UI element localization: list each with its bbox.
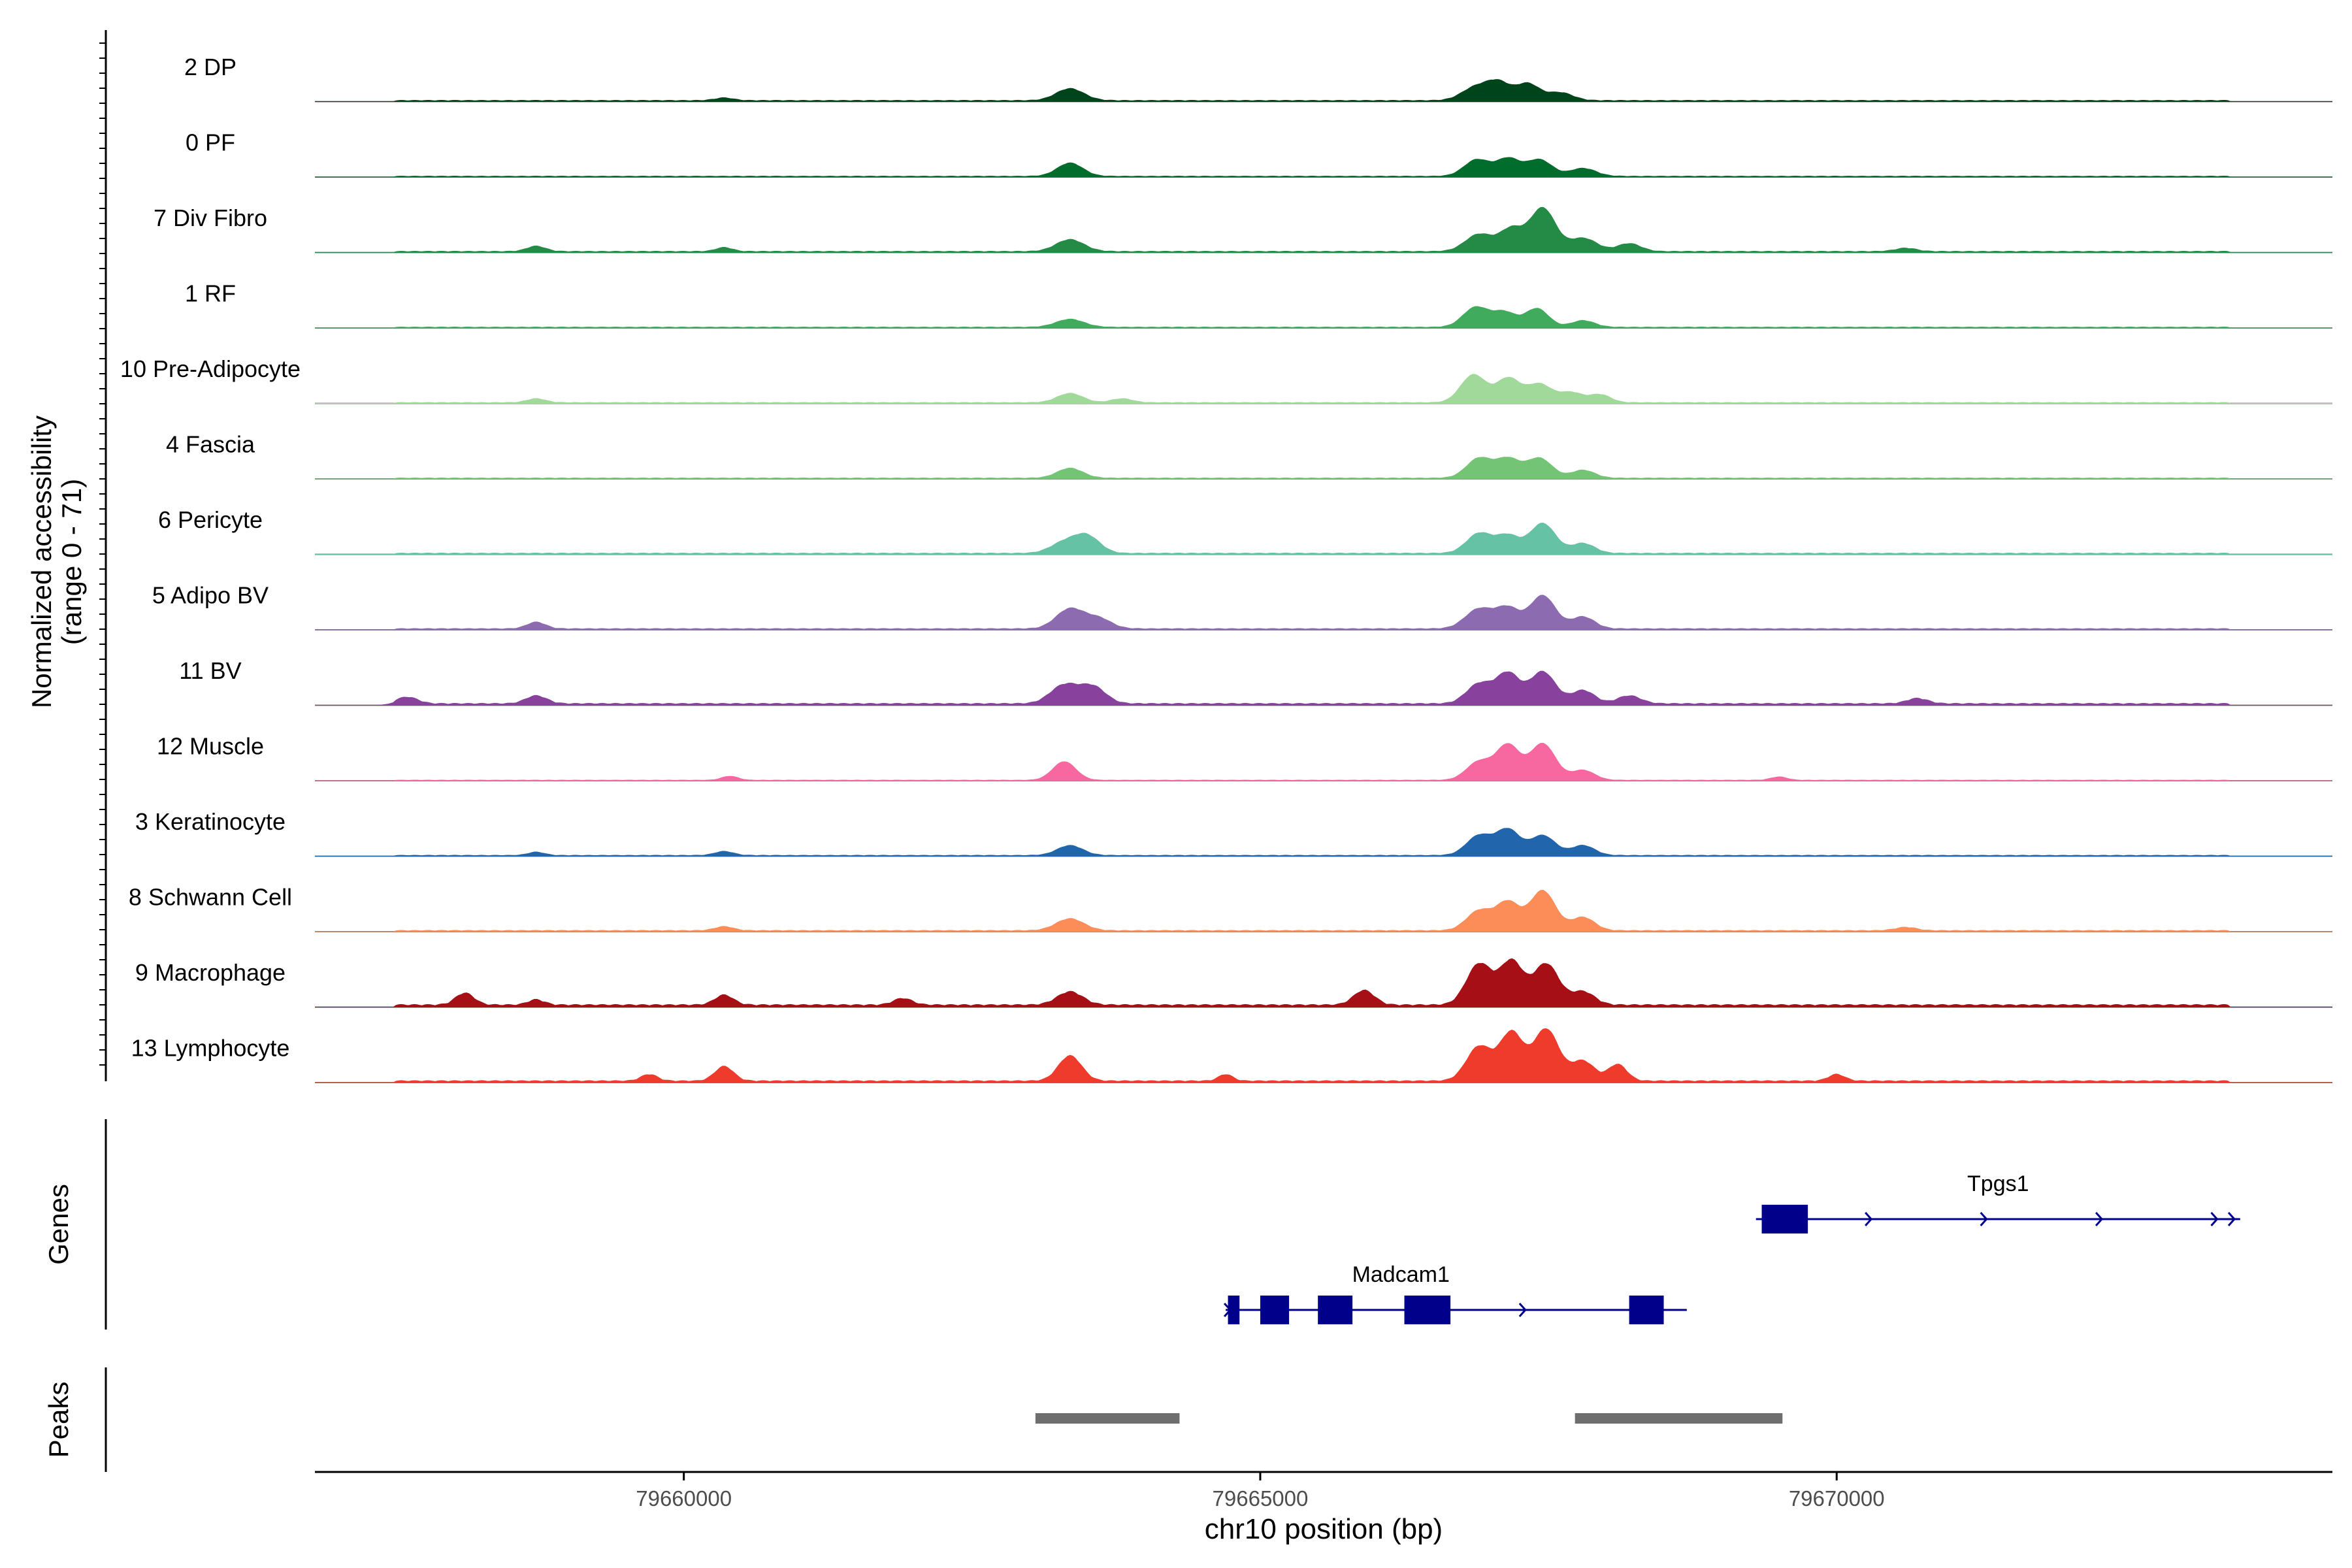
track-label: 5 Adipo BV: [152, 582, 269, 609]
track-label: 2 DP: [184, 54, 237, 80]
track-label: 12 Muscle: [157, 733, 264, 760]
coverage-area: [315, 79, 2332, 102]
x-tick-label: 79665000: [1213, 1486, 1309, 1511]
track-label: 10 Pre-Adipocyte: [120, 355, 301, 382]
gene-strand-arrow: [1518, 1302, 1527, 1318]
track-label: 3 Keratinocyte: [135, 808, 286, 835]
coverage-area: [315, 958, 2332, 1007]
x-tick-label: 79660000: [636, 1486, 732, 1511]
track-label: 11 BV: [179, 657, 241, 684]
x-axis-label: chr10 position (bp): [1205, 1513, 1443, 1545]
gene-name: Madcam1: [1352, 1262, 1450, 1287]
coverage-area: [315, 742, 2332, 781]
gene-strand-arrow: [1980, 1211, 1988, 1227]
track-label: 7 Div Fibro: [154, 204, 267, 231]
coverage-area: [315, 889, 2332, 932]
gene-name: Tpgs1: [1967, 1171, 2029, 1196]
coverage-area: [315, 157, 2332, 178]
gene-strand-arrow: [2210, 1211, 2219, 1227]
genes-track-label: Genes: [43, 1184, 74, 1265]
track-label: 9 Macrophage: [135, 959, 286, 986]
track-label: 4 Fascia: [166, 431, 255, 458]
x-tick-label: 79670000: [1789, 1486, 1885, 1511]
coverage-area: [315, 374, 2332, 404]
gene-strand-arrow: [2227, 1211, 2236, 1227]
coverage-area: [315, 457, 2332, 480]
coverage-area: [315, 306, 2332, 329]
coverage-area: [315, 206, 2332, 253]
gene-exon: [1629, 1296, 1664, 1324]
coverage-area: [315, 670, 2332, 706]
y-axis-range-label: (range 0 - 71): [56, 479, 87, 645]
track-label: 0 PF: [186, 129, 235, 156]
peak-region: [1035, 1413, 1180, 1424]
gene-strand-arrow: [1223, 1302, 1232, 1318]
gene-exon: [1761, 1205, 1808, 1233]
gene-exon: [1260, 1296, 1290, 1324]
gene-exon: [1404, 1296, 1451, 1324]
peaks-track-label: Peaks: [43, 1382, 74, 1458]
track-label: 6 Pericyte: [158, 506, 263, 533]
gene-strand-arrow: [2095, 1211, 2104, 1227]
coverage-area: [315, 1028, 2332, 1083]
coverage-area: [315, 828, 2332, 857]
gene-exon: [1318, 1296, 1353, 1324]
coverage-area: [315, 522, 2332, 555]
track-label: 13 Lymphocyte: [131, 1035, 290, 1062]
peak-region: [1575, 1413, 1783, 1424]
track-label: 1 RF: [185, 280, 236, 307]
gene-strand-arrow: [1865, 1211, 1873, 1227]
gene-exon: [1228, 1296, 1240, 1324]
track-label: 8 Schwann Cell: [129, 884, 292, 911]
coverage-area: [315, 595, 2332, 630]
y-axis-label: Normalized accessibility: [26, 416, 57, 708]
